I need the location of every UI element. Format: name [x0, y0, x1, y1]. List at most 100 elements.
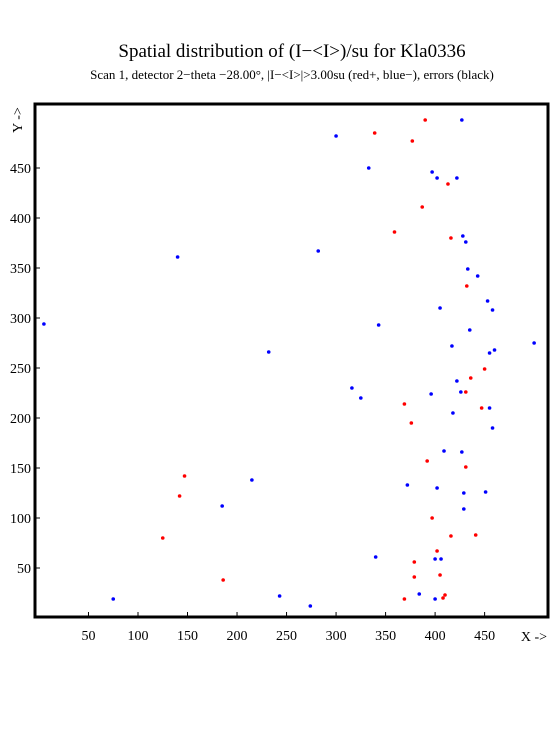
point — [373, 555, 378, 559]
chart-title: Spatial distribution of (I−<I>)/su for K… — [118, 41, 465, 62]
x-tick-label: 300 — [326, 629, 347, 644]
point — [182, 474, 187, 478]
point — [449, 236, 453, 240]
x-tick-label: 400 — [425, 629, 446, 644]
chart-subtitle: Scan 1, detector 2−theta −28.00°, |I−<I>… — [90, 67, 494, 82]
point — [405, 483, 410, 487]
point — [443, 593, 447, 597]
point — [467, 328, 472, 332]
point — [409, 421, 414, 425]
x-tick-label: 50 — [81, 629, 95, 644]
point — [460, 450, 464, 454]
point — [177, 494, 182, 498]
point — [420, 205, 425, 209]
point — [464, 240, 468, 244]
point — [451, 411, 455, 415]
point — [433, 597, 437, 601]
x-tick-label: 450 — [474, 629, 495, 644]
point — [459, 390, 463, 394]
plot-frame — [33, 102, 550, 619]
y-axis-label: Y -> — [11, 107, 26, 133]
y-tick-label: 150 — [10, 462, 31, 477]
y-tick-label: 300 — [10, 312, 31, 327]
x-axis-label: X -> — [521, 630, 547, 645]
point — [429, 392, 433, 396]
point — [442, 449, 446, 453]
point — [461, 234, 465, 238]
point — [455, 379, 459, 383]
point — [435, 549, 439, 553]
x-tick-label: 200 — [227, 629, 248, 644]
point — [410, 139, 415, 143]
point — [392, 230, 397, 234]
point — [425, 459, 429, 463]
point — [483, 490, 488, 494]
point — [455, 176, 459, 180]
point — [42, 322, 46, 326]
point — [433, 557, 437, 561]
point — [464, 284, 469, 288]
point — [460, 118, 464, 122]
point — [446, 182, 450, 186]
point — [412, 575, 417, 579]
point — [376, 323, 381, 327]
point — [462, 491, 466, 495]
point — [266, 350, 271, 354]
point — [450, 344, 454, 348]
point — [221, 578, 225, 582]
y-tick-label: 200 — [10, 412, 31, 427]
point — [468, 376, 473, 380]
point — [175, 255, 180, 259]
point — [220, 504, 224, 508]
point — [359, 396, 363, 400]
point — [464, 465, 468, 469]
point — [435, 486, 439, 490]
y-tick-label: 350 — [10, 262, 31, 277]
point — [438, 573, 442, 577]
y-tick-label: 50 — [17, 562, 31, 577]
point — [402, 402, 407, 406]
point — [111, 597, 116, 601]
point — [487, 406, 492, 410]
point — [308, 604, 313, 608]
y-tick-label: 400 — [10, 212, 31, 227]
x-tick-label: 150 — [177, 629, 198, 644]
point — [462, 507, 466, 511]
point — [435, 176, 439, 180]
point — [316, 249, 321, 253]
point — [465, 267, 470, 271]
point — [402, 597, 407, 601]
point — [412, 560, 417, 564]
point — [485, 299, 490, 303]
point — [430, 170, 434, 174]
point — [441, 596, 445, 600]
point — [473, 533, 478, 537]
x-tick-label: 350 — [375, 629, 396, 644]
point — [464, 390, 468, 394]
point — [492, 348, 497, 352]
y-tick-label: 450 — [10, 162, 31, 177]
point — [423, 118, 427, 122]
point — [160, 536, 165, 540]
point — [490, 426, 495, 430]
point — [366, 166, 371, 170]
point — [417, 592, 422, 596]
point — [475, 274, 480, 278]
point — [277, 594, 282, 598]
point — [350, 386, 354, 390]
point — [532, 341, 536, 345]
point — [250, 478, 254, 482]
point — [439, 557, 443, 561]
point — [479, 406, 484, 410]
point — [334, 134, 338, 138]
point — [430, 516, 434, 520]
point — [482, 367, 487, 371]
point — [372, 131, 377, 135]
x-tick-label: 100 — [127, 629, 148, 644]
y-tick-label: 100 — [10, 512, 31, 527]
point — [438, 306, 442, 310]
point — [487, 351, 492, 355]
y-tick-label: 250 — [10, 362, 31, 377]
point — [490, 308, 495, 312]
